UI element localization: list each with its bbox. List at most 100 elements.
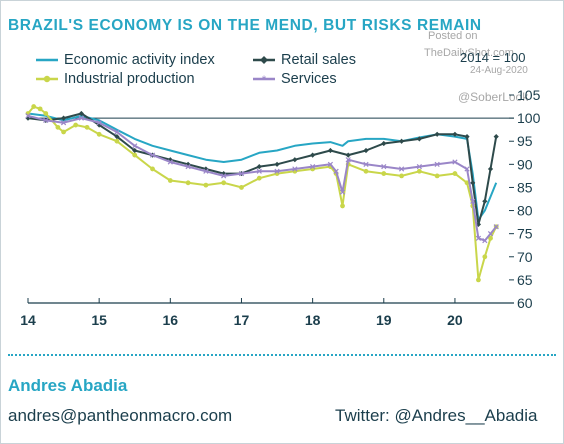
data-point-retail_sales <box>310 152 316 158</box>
data-point-industrial_production <box>43 111 49 116</box>
data-point-retail_sales <box>327 147 334 154</box>
data-point-services <box>381 164 387 170</box>
data-point-industrial_production <box>185 180 191 186</box>
x-tick-label: 15 <box>91 312 107 328</box>
author-email: andres@pantheonmacro.com <box>8 406 233 425</box>
data-point-retail_sales <box>345 152 351 158</box>
data-point-services <box>327 161 334 167</box>
y-tick-label: 70 <box>517 249 533 265</box>
data-point-services <box>60 120 67 126</box>
data-point-services <box>345 157 351 163</box>
data-point-industrial_production <box>340 203 345 209</box>
data-point-retail_sales <box>292 157 298 163</box>
data-point-retail_sales <box>78 110 84 117</box>
x-tick-label: 14 <box>20 312 36 328</box>
data-point-retail_sales <box>274 161 280 167</box>
x-tick-label: 18 <box>305 312 321 328</box>
data-point-services <box>487 231 494 237</box>
x-tick-label: 19 <box>376 312 392 328</box>
legend-item-services: * Services <box>253 71 337 87</box>
series-line-economic_activity <box>27 112 498 221</box>
data-point-industrial_production <box>476 277 481 283</box>
svg-text:*: * <box>262 74 267 86</box>
data-point-industrial_production <box>416 168 422 174</box>
data-point-retail_sales <box>398 138 405 144</box>
data-point-services <box>434 161 440 167</box>
legend-label-economic-activity: Economic activity index <box>64 52 215 68</box>
legend-swatch-services: * <box>253 72 275 86</box>
data-point-retail_sales <box>60 115 67 121</box>
legend-label-services: Services <box>281 71 337 87</box>
legend-swatch-retail-sales <box>253 53 275 67</box>
legend-label-industrial-production: Industrial production <box>64 71 195 87</box>
legend-swatch-industrial-production <box>36 72 58 86</box>
author-name: Andres Abadia <box>8 376 128 395</box>
data-point-industrial_production <box>55 124 61 130</box>
data-point-retail_sales <box>475 221 482 228</box>
data-point-industrial_production <box>61 129 66 135</box>
data-point-services <box>96 120 102 126</box>
chart-title: BRAZIL'S ECONOMY IS ON THE MEND, BUT RIS… <box>8 17 482 34</box>
data-point-services <box>333 168 339 174</box>
data-point-services <box>493 224 499 230</box>
legend-item-retail-sales: Retail sales <box>253 52 356 68</box>
data-point-services <box>185 164 191 170</box>
data-point-services <box>274 168 280 174</box>
data-point-industrial_production <box>452 171 458 176</box>
data-point-retail_sales <box>256 164 262 170</box>
data-point-industrial_production <box>96 131 102 137</box>
data-point-retail_sales <box>470 180 476 186</box>
data-point-services <box>256 168 262 174</box>
data-point-industrial_production <box>221 180 227 186</box>
data-point-services <box>114 129 120 135</box>
data-point-industrial_production <box>488 235 493 241</box>
data-point-services <box>470 198 476 204</box>
data-point-services <box>149 152 156 158</box>
data-point-retail_sales <box>363 147 369 154</box>
data-point-industrial_production <box>434 173 440 179</box>
data-point-retail_sales <box>416 136 422 142</box>
data-point-retail_sales <box>381 140 387 147</box>
base-year-label: 2014 = 100 <box>460 50 526 65</box>
data-point-services <box>339 189 346 195</box>
y-tick-label: 65 <box>517 272 533 288</box>
data-point-services <box>78 115 84 121</box>
data-point-industrial_production <box>256 175 262 181</box>
data-point-retail_sales <box>114 134 120 140</box>
data-point-retail_sales <box>482 198 488 204</box>
data-point-services <box>475 235 482 241</box>
data-point-industrial_production <box>381 171 387 176</box>
watermark: Posted on TheDailyShot.com 24-Aug-2020 <box>424 28 528 79</box>
data-point-industrial_production <box>37 106 43 112</box>
y-tick-label: 85 <box>517 179 533 195</box>
x-tick-label: 17 <box>234 312 250 328</box>
data-point-services <box>310 164 316 170</box>
watermark-site: TheDailyShot.com <box>424 47 514 59</box>
legend-item-economic-activity: Economic activity index <box>36 52 215 68</box>
data-point-industrial_production <box>84 124 90 130</box>
data-point-industrial_production <box>482 254 488 260</box>
data-point-services <box>203 168 209 174</box>
y-tick-label: 100 <box>517 110 541 126</box>
data-point-services <box>363 161 369 167</box>
data-point-retail_sales <box>132 147 138 154</box>
author-twitter: Twitter: @Andres__Abadia <box>335 406 538 425</box>
data-point-industrial_production <box>399 173 404 179</box>
data-point-industrial_production <box>114 138 120 144</box>
x-tick-label: 20 <box>447 312 463 328</box>
data-point-services <box>167 159 173 165</box>
data-point-services <box>43 117 49 124</box>
y-tick-label: 105 <box>517 87 541 103</box>
watermark-posted: Posted on <box>428 30 478 42</box>
data-point-industrial_production <box>150 166 155 172</box>
data-point-services <box>238 170 245 177</box>
footer-divider <box>8 354 556 356</box>
x-tick-label: 16 <box>163 312 179 328</box>
data-point-retail_sales <box>493 134 499 140</box>
data-point-services <box>464 166 470 172</box>
data-point-retail_sales <box>434 131 440 137</box>
data-point-services <box>452 159 458 165</box>
data-point-retail_sales <box>464 134 470 140</box>
